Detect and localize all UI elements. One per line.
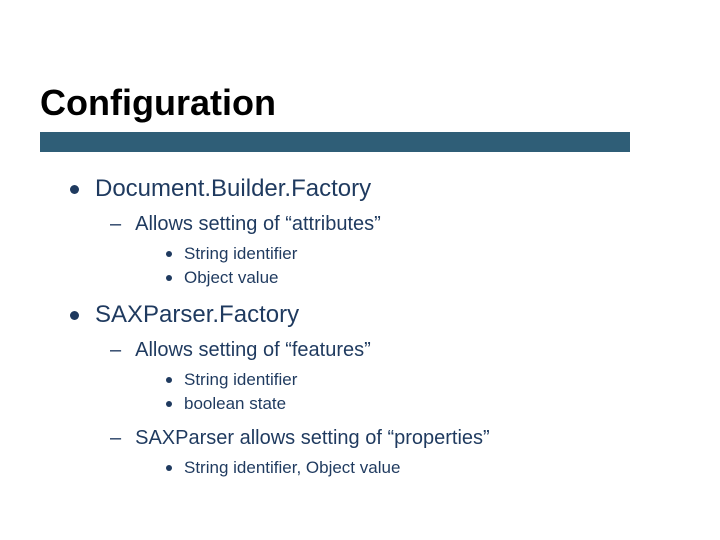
bullet-l1-text: Document.Builder.Factory [95,175,371,203]
bullet-l1: Document.Builder.Factory [70,175,670,203]
bullet-l3-text: String identifier [184,369,297,391]
bullet-l3-text: String identifier [184,243,297,265]
bullet-l3-text: boolean state [184,393,286,415]
bullet-l3: String identifier, Object value [166,457,670,479]
bullet-dot-small-icon [166,275,172,281]
bullet-l1-text: SAXParser.Factory [95,301,299,329]
bullet-group-2: SAXParser.Factory – Allows setting of “f… [70,301,670,479]
bullet-dot-small-icon [166,377,172,383]
bullet-l2-text: Allows setting of “attributes” [135,211,381,237]
bullet-dot-icon [70,311,79,320]
bullet-dot-small-icon [166,251,172,257]
slide: Configuration Document.Builder.Factory –… [0,0,720,540]
bullet-dot-icon [70,185,79,194]
bullet-l3: String identifier [166,369,670,391]
dash-icon: – [110,211,121,237]
bullet-l3: boolean state [166,393,670,415]
bullet-l2: – Allows setting of “attributes” [110,211,670,237]
title-underline [40,132,630,152]
dash-icon: – [110,337,121,363]
dash-icon: – [110,425,121,451]
bullet-l3: String identifier [166,243,670,265]
bullet-dot-small-icon [166,401,172,407]
bullet-l1: SAXParser.Factory [70,301,670,329]
bullet-l2-text: SAXParser allows setting of “properties” [135,425,490,451]
bullet-group-1: Document.Builder.Factory – Allows settin… [70,175,670,289]
bullet-l2: – Allows setting of “features” [110,337,670,363]
bullet-l2-text: Allows setting of “features” [135,337,371,363]
bullet-l3: Object value [166,267,670,289]
bullet-dot-small-icon [166,465,172,471]
slide-title: Configuration [40,82,276,124]
content-area: Document.Builder.Factory – Allows settin… [70,175,670,491]
bullet-l2: – SAXParser allows setting of “propertie… [110,425,670,451]
bullet-l3-text: Object value [184,267,279,289]
bullet-l3-text: String identifier, Object value [184,457,400,479]
